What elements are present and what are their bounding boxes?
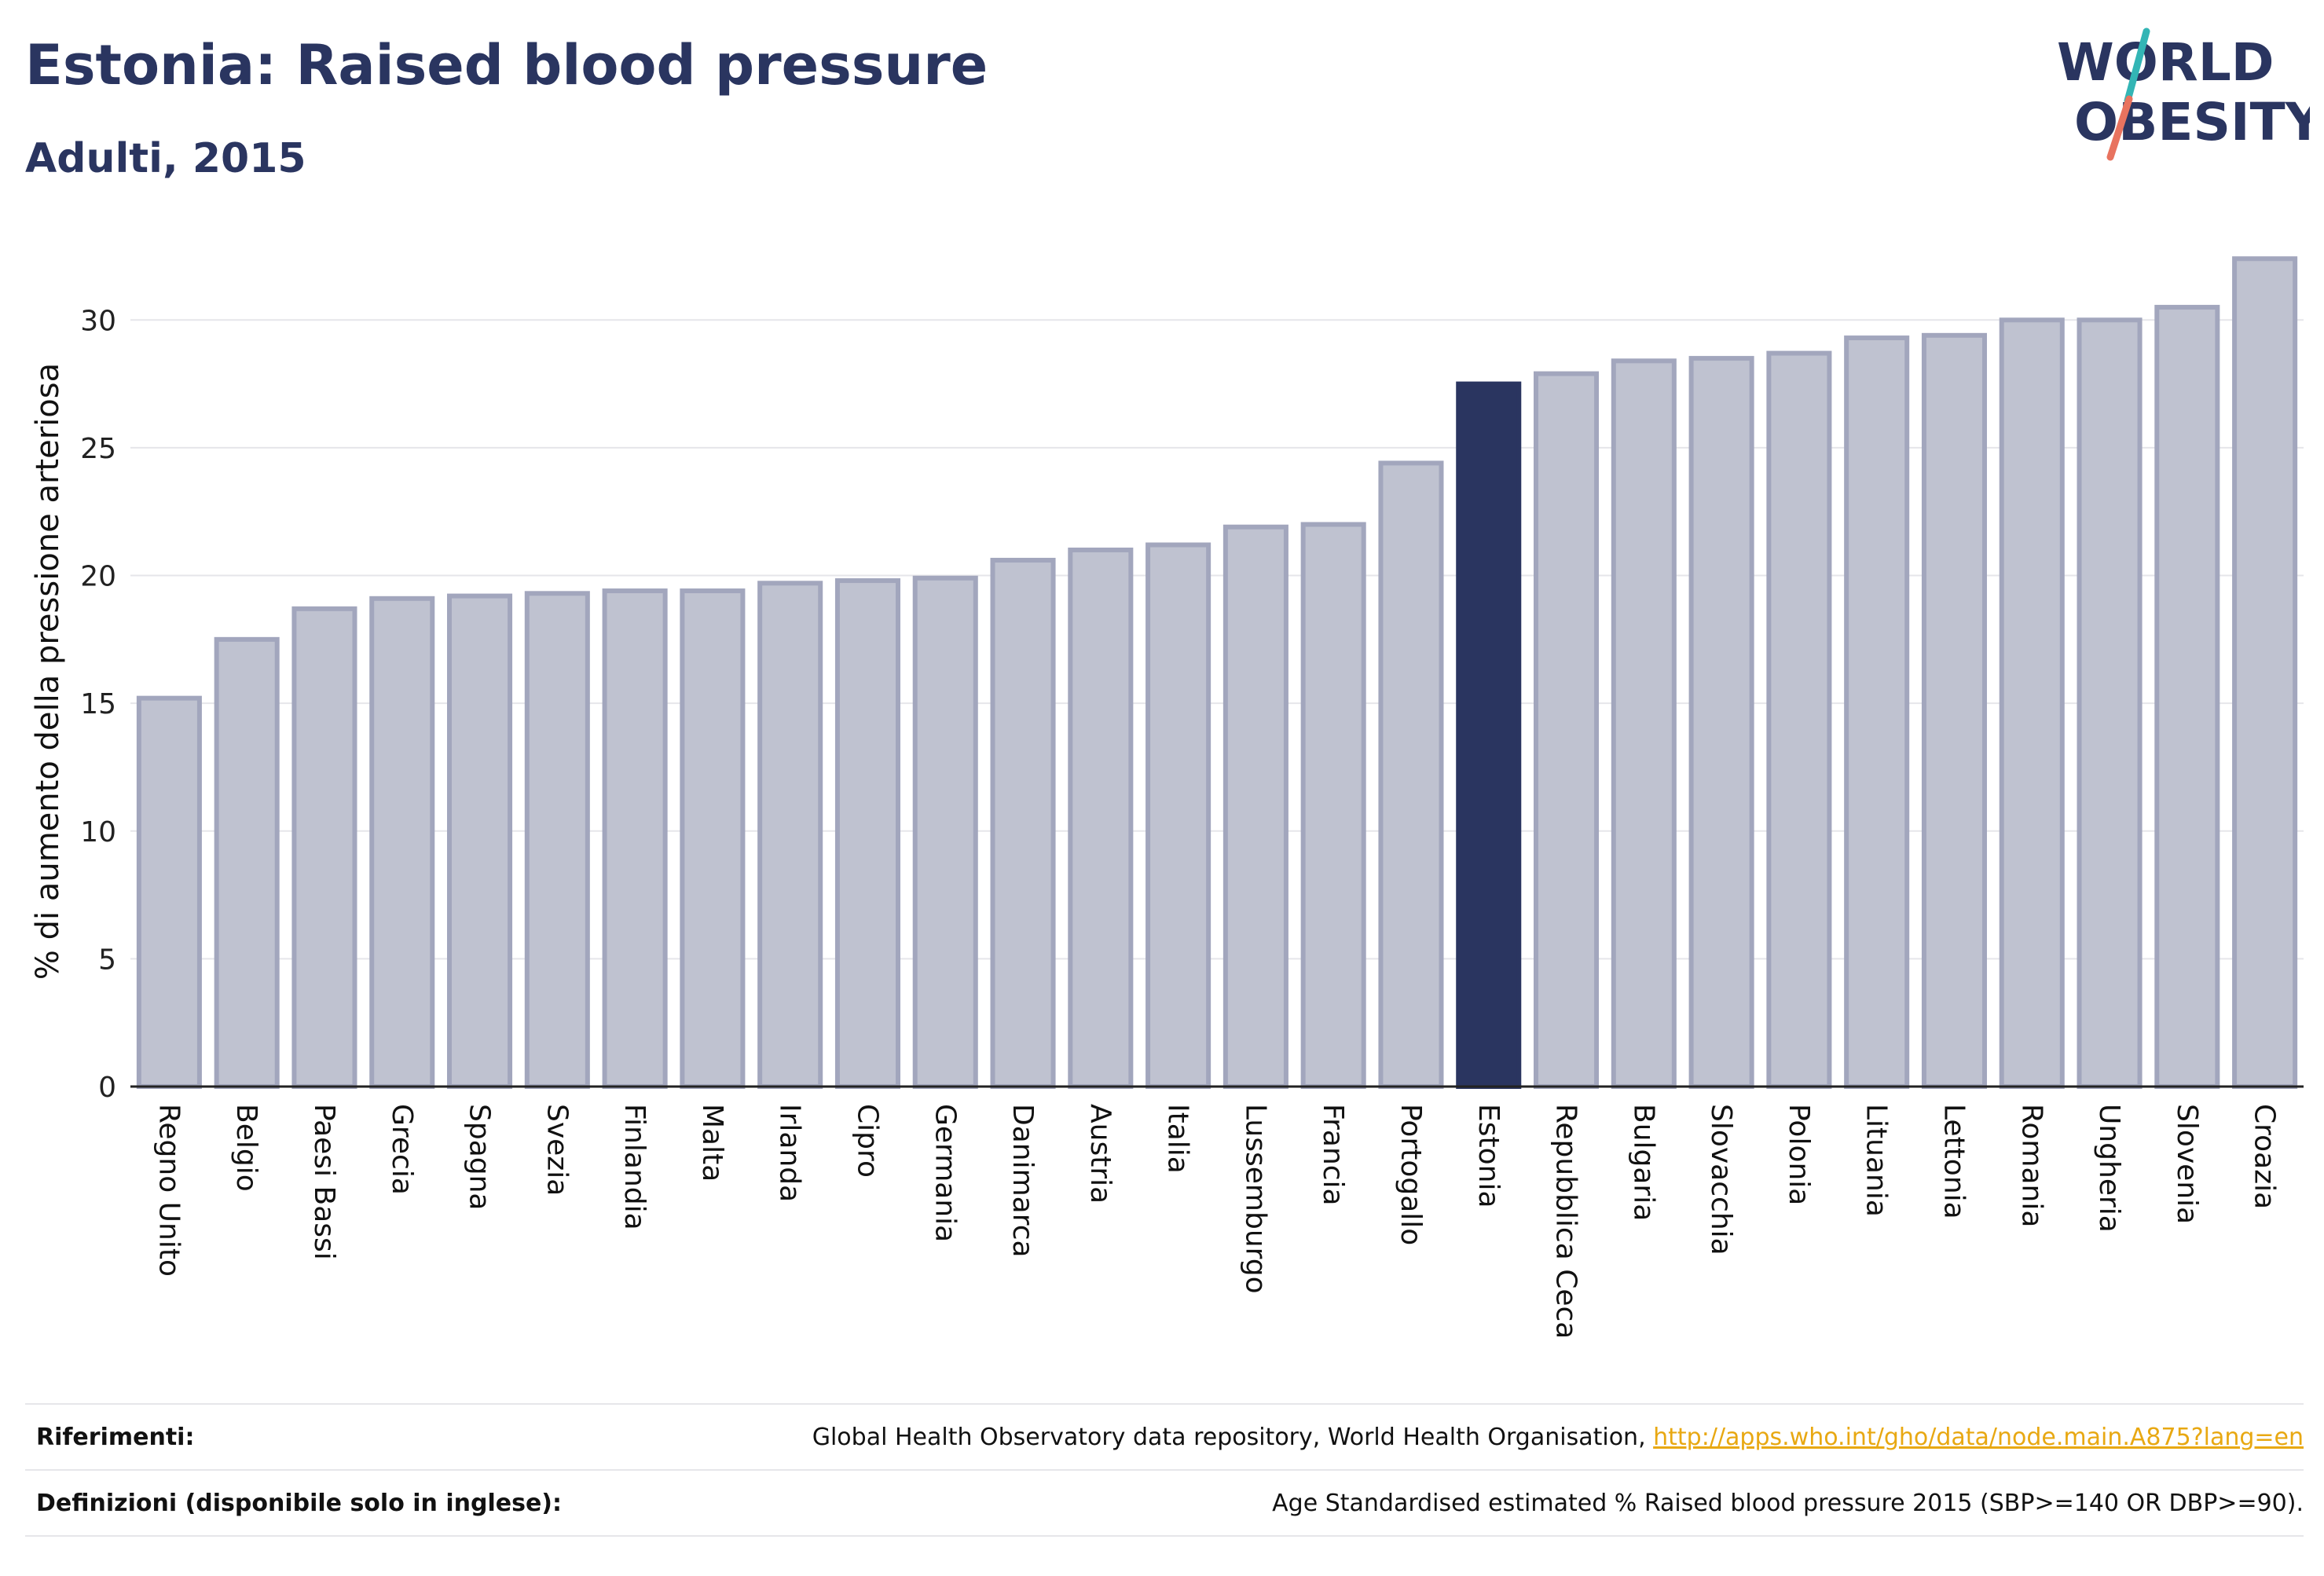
bar-bulgaria <box>1611 358 1677 1089</box>
bar-finlandia <box>602 588 668 1089</box>
x-category-label: Svezia <box>541 1104 573 1196</box>
definitions-text: Age Standardised estimated % Raised bloo… <box>1272 1489 2304 1517</box>
bar-slovacchia <box>1688 356 1754 1090</box>
x-category-label: Bulgaria <box>1627 1104 1659 1221</box>
bar-cipro <box>834 578 900 1089</box>
bar-lussemburgo <box>1222 524 1288 1089</box>
bar-belgio <box>214 636 280 1089</box>
x-category-label: Finlandia <box>618 1104 651 1230</box>
x-category-label: Belgio <box>230 1104 262 1192</box>
logo-text-world: WORLD <box>2057 32 2275 93</box>
references-value: Global Health Observatory data repositor… <box>812 1424 2304 1451</box>
bar-chart: 0 5 10 15 20 25 30 Regno Unito Belgio Paesi Bass… <box>30 256 2304 1339</box>
x-category-label: Austria <box>1084 1104 1116 1204</box>
x-category-label: Slovacchia <box>1705 1104 1737 1255</box>
x-category-label: Ungheria <box>2093 1104 2125 1233</box>
bar-germania <box>912 575 978 1089</box>
x-category-label: Paesi Bassi <box>308 1104 340 1260</box>
x-category-label: Repubblica Ceca <box>1550 1104 1582 1339</box>
references-link[interactable]: http://apps.who.int/gho/data/node.main.A… <box>1653 1423 2304 1451</box>
definitions-label: Definizioni (disponibile solo in inglese… <box>36 1489 562 1517</box>
x-category-label: Regno Unito <box>152 1104 185 1277</box>
footer-definitions-row: Definizioni (disponibile solo in inglese… <box>25 1469 2304 1537</box>
bar-repubblica-ceca <box>1534 371 1600 1089</box>
bar-romania <box>1999 317 2065 1089</box>
footer-references-row: Riferimenti: Global Health Observatory d… <box>25 1403 2304 1469</box>
bar-francia <box>1300 522 1366 1089</box>
y-tick-label: 30 <box>80 305 116 337</box>
bar-slovenia <box>2154 305 2220 1089</box>
bar-ungheria <box>2077 317 2143 1089</box>
world-obesity-logo: WORLD OBESITY <box>2057 27 2310 161</box>
x-category-label: Danimarca <box>1006 1104 1039 1258</box>
x-category-label: Lussemburgo <box>1239 1104 1271 1294</box>
y-tick-label: 5 <box>98 944 116 976</box>
bar-svezia <box>524 591 590 1089</box>
x-category-label: Irlanda <box>774 1104 806 1202</box>
bar-polonia <box>1766 350 1832 1089</box>
references-text: Global Health Observatory data repositor… <box>812 1423 1654 1451</box>
x-category-label: Spagna <box>464 1104 496 1211</box>
bar-estonia <box>1456 381 1522 1090</box>
bar-italia <box>1146 542 1211 1089</box>
bar-lettonia <box>1921 332 1987 1089</box>
y-axis-label: % di aumento della pressione arteriosa <box>30 363 66 980</box>
bar-malta <box>680 588 746 1089</box>
chart-subtitle: Adulti, 2015 <box>25 135 306 182</box>
y-axis-ticks: 0 5 10 15 20 25 30 <box>80 305 116 1104</box>
footer: Riferimenti: Global Health Observatory d… <box>25 1403 2304 1537</box>
bar-croazia <box>2232 256 2298 1089</box>
bar-portogallo <box>1378 460 1444 1089</box>
x-category-label: Cipro <box>851 1104 883 1178</box>
y-tick-label: 0 <box>98 1072 116 1104</box>
bar-spagna <box>447 593 513 1089</box>
logo-slash-top <box>2124 27 2150 104</box>
x-category-label: Lettonia <box>1937 1104 1970 1219</box>
x-category-label: Portogallo <box>1395 1104 1427 1245</box>
x-category-label: Francia <box>1317 1104 1349 1206</box>
bar-regno-unito <box>136 695 202 1089</box>
x-category-label: Slovenia <box>2171 1104 2203 1224</box>
bar-grecia <box>369 596 435 1089</box>
x-category-label: Polonia <box>1783 1104 1815 1205</box>
bar-lituania <box>1844 335 1910 1089</box>
bars <box>136 256 2298 1090</box>
y-tick-label: 20 <box>80 561 116 593</box>
logo-slash-bottom <box>2106 95 2133 161</box>
x-category-label: Grecia <box>386 1104 418 1195</box>
x-category-label: Malta <box>696 1104 728 1182</box>
x-category-label: Romania <box>2015 1104 2047 1227</box>
bar-paesi-bassi <box>291 606 357 1089</box>
x-category-label: Lituania <box>1860 1104 1893 1217</box>
x-category-label: Germania <box>929 1104 961 1242</box>
chart-title: Estonia: Raised blood pressure <box>25 33 988 97</box>
x-category-label: Estonia <box>1472 1104 1505 1208</box>
bar-irlanda <box>757 581 823 1089</box>
x-category-label: Italia <box>1162 1104 1194 1174</box>
references-label: Riferimenti: <box>36 1423 195 1451</box>
bar-austria <box>1068 548 1134 1089</box>
y-tick-label: 10 <box>80 816 116 848</box>
y-tick-label: 15 <box>80 688 116 720</box>
bar-danimarca <box>990 558 1056 1089</box>
y-tick-label: 25 <box>80 433 116 465</box>
x-category-label: Croazia <box>2249 1104 2281 1209</box>
x-axis-categories: Regno Unito Belgio Paesi Bassi Grecia Spagna… <box>152 1104 2280 1339</box>
